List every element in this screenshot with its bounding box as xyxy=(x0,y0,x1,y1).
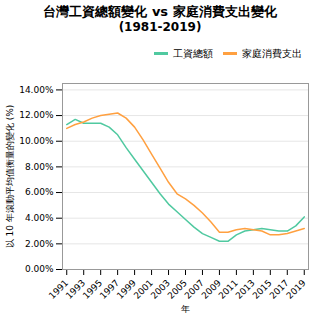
svg-text:2005: 2005 xyxy=(165,277,189,301)
svg-text:2011: 2011 xyxy=(216,277,240,301)
svg-text:1995: 1995 xyxy=(80,277,105,301)
svg-text:14.00%: 14.00% xyxy=(19,85,54,95)
svg-text:10.00%: 10.00% xyxy=(19,136,54,146)
svg-text:2003: 2003 xyxy=(148,277,172,301)
svg-text:1993: 1993 xyxy=(63,277,88,301)
svg-text:2009: 2009 xyxy=(199,277,223,301)
svg-text:1991: 1991 xyxy=(46,277,71,301)
svg-text:8.00%: 8.00% xyxy=(25,162,54,172)
svg-text:2007: 2007 xyxy=(182,277,206,301)
svg-text:年: 年 xyxy=(181,304,190,314)
svg-text:0.00%: 0.00% xyxy=(25,264,54,274)
svg-text:以 10 年滾動平均值衡量的變化 (%): 以 10 年滾動平均值衡量的變化 (%) xyxy=(5,105,15,249)
svg-text:4.00%: 4.00% xyxy=(25,213,54,223)
html-text:工資總額: 工資總額 xyxy=(173,47,213,59)
svg-text:2.00%: 2.00% xyxy=(25,239,54,249)
html-text:家庭消費支出: 家庭消費支出 xyxy=(242,47,302,59)
html-text:(1981-2019): (1981-2019) xyxy=(118,20,202,34)
svg-text:2001: 2001 xyxy=(131,277,155,301)
svg-text:1997: 1997 xyxy=(97,277,122,301)
svg-text:2013: 2013 xyxy=(233,277,257,301)
svg-text:12.00%: 12.00% xyxy=(19,110,54,120)
svg-text:2017: 2017 xyxy=(267,277,291,301)
svg-text:6.00%: 6.00% xyxy=(25,187,54,197)
svg-text:2019: 2019 xyxy=(284,278,307,301)
svg-text:1999: 1999 xyxy=(114,277,139,301)
svg-text:2015: 2015 xyxy=(250,277,274,301)
html-text:台灣工資總額變化 vs 家庭消費支出變化: 台灣工資總額變化 vs 家庭消費支出變化 xyxy=(43,4,277,19)
